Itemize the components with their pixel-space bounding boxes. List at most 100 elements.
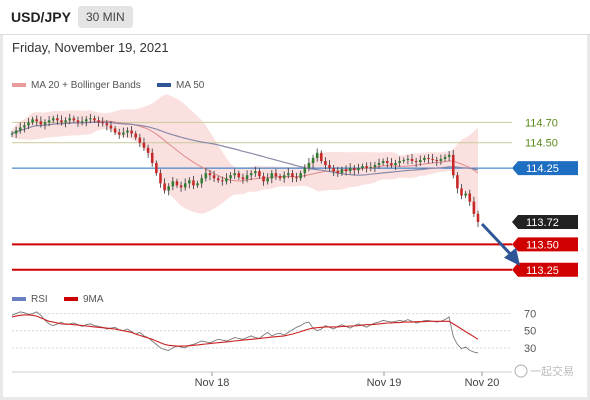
candle-body xyxy=(266,178,269,182)
current-price-label: 113.72 xyxy=(526,217,559,229)
candle-body xyxy=(76,120,80,123)
candle-body xyxy=(167,186,170,191)
candle-body xyxy=(117,132,121,135)
candle-body xyxy=(179,185,183,188)
candle-body xyxy=(35,119,39,122)
candle-body xyxy=(423,157,426,160)
chart-header: USD/JPY 30 MIN xyxy=(0,0,590,35)
candle-body xyxy=(245,175,249,180)
legend-item-rsi-ma: 9MA xyxy=(64,294,104,305)
timeframe-badge[interactable]: 30 MIN xyxy=(78,6,133,28)
support-label: 113.25 xyxy=(526,265,559,277)
candle-body xyxy=(464,193,467,196)
pivot-label: 114.25 xyxy=(526,163,559,175)
candle-body xyxy=(468,193,472,202)
candle-body xyxy=(146,147,150,153)
chart-panel xyxy=(3,35,587,397)
candle-body xyxy=(31,119,34,123)
candle-body xyxy=(373,165,377,168)
candle-body xyxy=(476,213,480,222)
candle-body xyxy=(287,173,290,176)
candle-body xyxy=(353,168,356,171)
candle-body xyxy=(60,120,63,123)
ma20-swatch xyxy=(12,83,26,88)
candle-body xyxy=(109,125,113,129)
candle-body xyxy=(84,119,88,122)
candle-body xyxy=(381,160,385,164)
candle-body xyxy=(233,173,236,176)
candlesticks xyxy=(10,113,480,227)
pivot-tag xyxy=(512,161,578,176)
candle-body xyxy=(365,166,368,169)
rsi-tick-label: 50 xyxy=(524,326,536,338)
rsi-line xyxy=(11,311,479,354)
candle-body xyxy=(249,173,253,176)
candle-body xyxy=(188,180,191,184)
watermark: 一起交易 xyxy=(514,364,574,378)
candle-body xyxy=(122,132,125,135)
candle-body xyxy=(282,175,286,179)
candle-body xyxy=(192,180,195,186)
candle-body xyxy=(216,178,220,181)
candle-body xyxy=(270,173,274,179)
legend-label-ma50: MA 50 xyxy=(176,80,205,91)
rsi-panel: 70 50 30 xyxy=(11,309,536,355)
candle-body xyxy=(311,157,315,164)
candle-body xyxy=(410,158,414,161)
candle-body xyxy=(150,152,154,164)
candle-body xyxy=(377,163,381,166)
candle-body xyxy=(183,183,187,188)
legend-item-ma50: MA 50 xyxy=(157,80,204,91)
candle-body xyxy=(418,159,422,163)
candle-body xyxy=(299,173,302,179)
candle-body xyxy=(435,159,439,161)
candle-body xyxy=(126,130,129,133)
rsi-swatch xyxy=(12,297,26,302)
candle-body xyxy=(414,160,418,163)
rsi-ma-line xyxy=(11,314,479,347)
support-label: 113.50 xyxy=(526,239,559,251)
candle-body xyxy=(340,169,344,174)
candle-body xyxy=(460,188,463,196)
ma50-line xyxy=(11,121,479,176)
candle-body xyxy=(18,127,22,131)
candle-body xyxy=(171,181,175,187)
candle-body xyxy=(10,133,14,135)
candle-body xyxy=(142,142,146,148)
legend-label-rsi-ma: 9MA xyxy=(83,294,104,305)
forecast-arrow-shaft xyxy=(480,222,514,257)
current-price-tag xyxy=(512,214,578,229)
candle-body xyxy=(406,158,410,160)
candle-body xyxy=(278,176,282,179)
candle-body xyxy=(200,178,203,184)
x-tick-label: Nov 20 xyxy=(465,377,500,389)
moving-averages xyxy=(11,120,479,182)
candle-body xyxy=(394,163,397,166)
candle-body xyxy=(47,120,51,123)
candle-body xyxy=(113,128,117,133)
candle-body xyxy=(212,175,216,179)
legend-label-ma20: MA 20 + Bollinger Bands xyxy=(31,80,141,91)
candle-body xyxy=(208,173,212,176)
candle-body xyxy=(134,133,137,138)
bollinger-band-area xyxy=(12,94,478,219)
candle-body xyxy=(369,167,373,169)
candle-body xyxy=(324,160,327,166)
candle-body xyxy=(385,160,389,164)
rsi-tick-label: 70 xyxy=(524,309,536,321)
candle-body xyxy=(68,118,72,121)
candle-body xyxy=(307,163,311,169)
currency-pair: USD/JPY xyxy=(11,9,71,25)
candle-body xyxy=(56,118,59,121)
price-levels xyxy=(12,121,512,271)
candle-body xyxy=(344,169,348,172)
candle-body xyxy=(295,177,298,179)
candle-body xyxy=(357,168,360,171)
candle-body xyxy=(320,152,323,161)
candle-body xyxy=(101,122,105,124)
forecast-arrow xyxy=(480,222,520,266)
candle-body xyxy=(258,171,261,177)
candle-body xyxy=(155,163,158,174)
